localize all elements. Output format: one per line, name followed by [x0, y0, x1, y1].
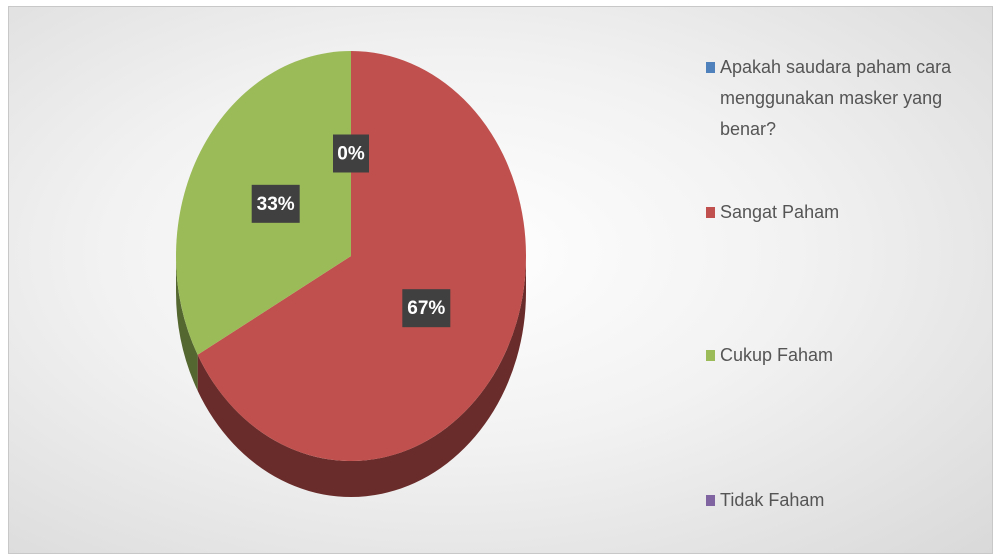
slice-side — [197, 256, 526, 497]
data-label-box — [251, 184, 300, 223]
slice-side — [176, 256, 198, 391]
data-label: 33% — [257, 194, 295, 215]
legend-label: Apakah saudara paham cara menggunakan ma… — [720, 57, 952, 139]
legend-item: Cukup Faham — [706, 340, 971, 371]
legend-swatch — [706, 62, 715, 73]
legend-swatch — [706, 207, 715, 218]
legend-item: Tidak Faham — [706, 485, 971, 516]
legend-swatch — [706, 495, 715, 506]
pie-chart: 0% 67% 33% — [176, 51, 526, 497]
legend-item: Apakah saudara paham cara menggunakan ma… — [706, 52, 971, 145]
legend-label: Cukup Faham — [720, 345, 834, 365]
data-label: 0% — [337, 144, 365, 165]
data-label-box — [402, 289, 451, 328]
slice — [197, 51, 526, 461]
data-label: 67% — [407, 298, 445, 319]
legend-label: Sangat Paham — [720, 202, 840, 222]
legend-swatch — [706, 350, 715, 361]
legend-item: Sangat Paham — [706, 197, 971, 228]
chart-area: 0% 67% 33% Apakah saudara paham cara mengg… — [8, 6, 993, 554]
legend-label: Tidak Faham — [720, 490, 825, 510]
data-label-box — [333, 134, 369, 173]
